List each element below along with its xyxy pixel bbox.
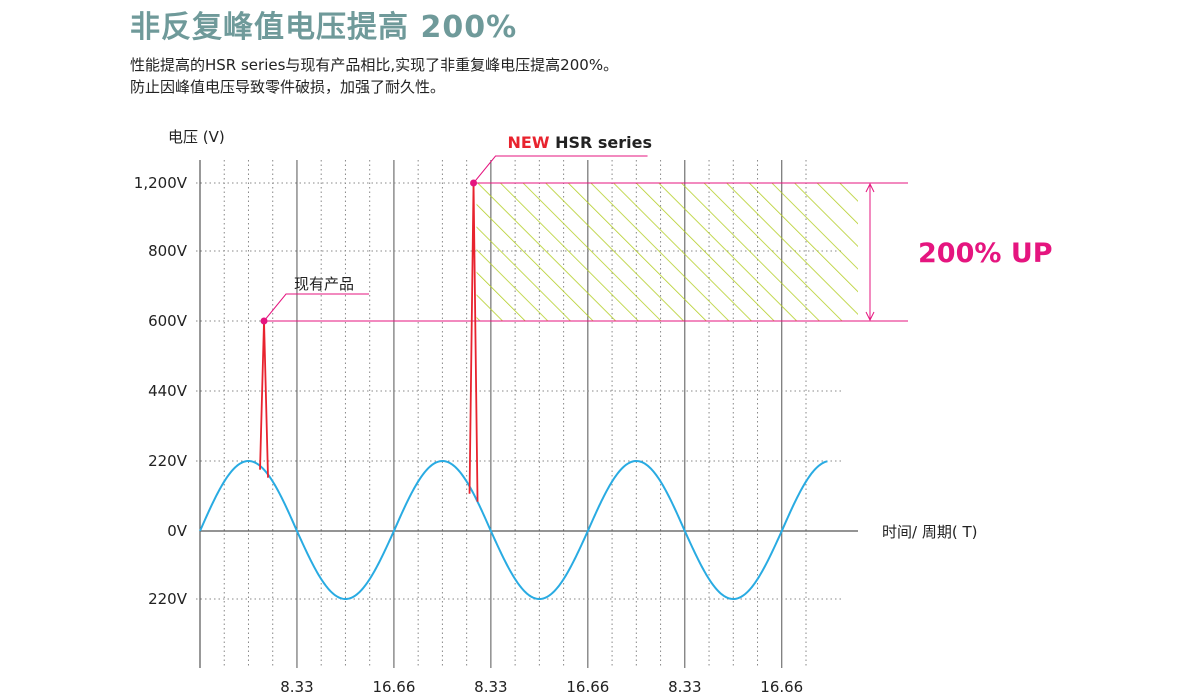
description: 性能提高的HSR series与现有产品相比,实现了非重复峰电压提高200%。 … — [130, 54, 618, 98]
callout-line — [263, 293, 370, 322]
hatched-area — [476, 183, 858, 321]
y-tick-label: 220V — [148, 452, 188, 470]
y-tick-label: 1,200V — [134, 174, 188, 192]
arrow-head-top — [865, 182, 875, 193]
y-tick-label: 800V — [148, 242, 188, 260]
sine-series — [199, 459, 828, 601]
improvement-label: 200% UP — [918, 238, 1053, 269]
label-accent: NEW — [508, 133, 550, 152]
x-tick-label: 16.66 — [760, 678, 803, 696]
voltage-spike — [468, 182, 479, 502]
x-tick-label: 8.33 — [668, 678, 701, 696]
y-tick-label: 440V — [148, 382, 188, 400]
x-tick-label: 8.33 — [474, 678, 507, 696]
description-line-2: 防止因峰值电压导致零件破损，加强了耐久性。 — [130, 78, 446, 96]
label-layer: 8.33 16.66 8.33 16.66 8.33 16.66 1,200V 800V 600… — [134, 133, 1053, 696]
spike-label-existing: 现有产品 — [294, 275, 354, 293]
x-tick-label: 16.66 — [566, 678, 609, 696]
axes — [199, 160, 858, 668]
label-rest: HSR series — [550, 133, 653, 152]
x-tick-label: 16.66 — [372, 678, 415, 696]
description-line-1: 性能提高的HSR series与现有产品相比,实现了非重复峰电压提高200%。 — [130, 56, 619, 74]
page-headline: 非反复峰值电压提高 200% — [130, 10, 518, 45]
x-tick-label: 8.33 — [280, 678, 313, 696]
series-layer — [199, 155, 828, 601]
arrow-head-bottom — [865, 311, 875, 322]
y-tick-label: 600V — [148, 312, 188, 330]
callout-line — [473, 155, 648, 184]
y-tick-label: 0V — [167, 522, 188, 540]
x-axis-title: 时间/ 周期( T) — [882, 523, 977, 541]
voltage-spike — [259, 320, 269, 478]
y-tick-label: 220V — [148, 590, 188, 608]
improvement-zone — [264, 182, 908, 322]
spike-label-new: NEW HSR series — [508, 133, 652, 152]
y-axis-title: 电压 (V) — [168, 128, 225, 146]
